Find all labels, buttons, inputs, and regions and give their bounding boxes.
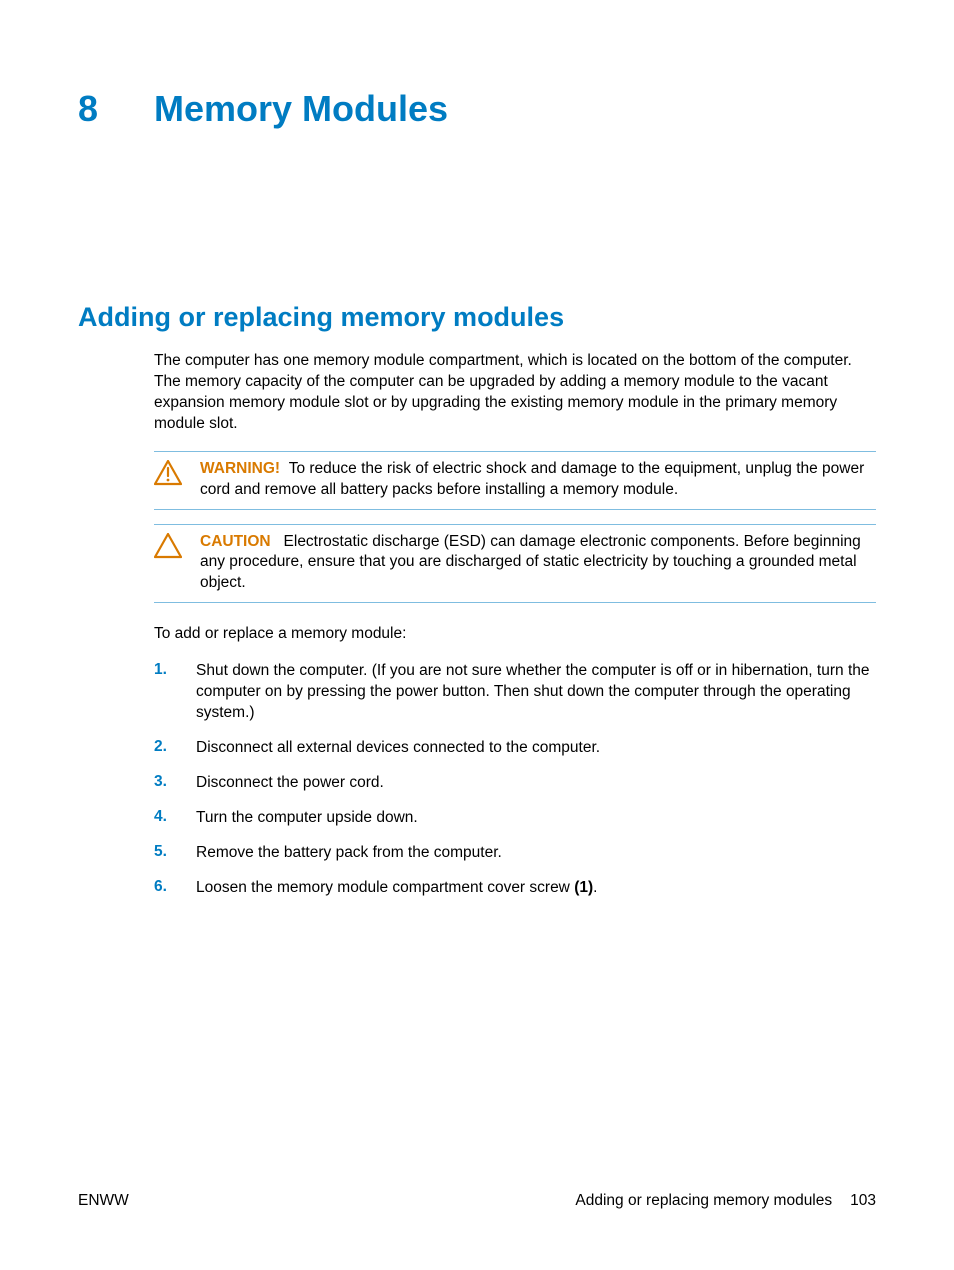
step-number: 5.: [154, 843, 196, 864]
step-item: 5. Remove the battery pack from the comp…: [154, 843, 876, 864]
section-title: Adding or replacing memory modules: [78, 302, 876, 333]
footer-page-number: 103: [850, 1192, 876, 1210]
step-text: Remove the battery pack from the compute…: [196, 843, 876, 864]
footer-right: Adding or replacing memory modules 103: [575, 1192, 876, 1210]
caution-icon: [154, 532, 200, 595]
steps-list: 1. Shut down the computer. (If you are n…: [154, 661, 876, 898]
footer-left: ENWW: [78, 1192, 129, 1210]
chapter-number: 8: [78, 88, 154, 130]
step-text: Loosen the memory module compartment cov…: [196, 878, 876, 899]
chapter-title: Memory Modules: [154, 88, 448, 130]
chapter-heading: 8 Memory Modules: [78, 88, 876, 130]
step-number: 4.: [154, 808, 196, 829]
caution-admonition: CAUTION Electrostatic discharge (ESD) ca…: [154, 524, 876, 604]
section-intro: The computer has one memory module compa…: [154, 351, 876, 435]
step-text: Disconnect all external devices connecte…: [196, 738, 876, 759]
steps-intro: To add or replace a memory module:: [154, 625, 876, 643]
warning-text: WARNING! To reduce the risk of electric …: [200, 459, 876, 501]
step-text: Disconnect the power cord.: [196, 773, 876, 794]
step-item: 1. Shut down the computer. (If you are n…: [154, 661, 876, 724]
warning-label: WARNING!: [200, 460, 280, 477]
step-item: 3. Disconnect the power cord.: [154, 773, 876, 794]
warning-admonition: WARNING! To reduce the risk of electric …: [154, 451, 876, 510]
step-item: 4. Turn the computer upside down.: [154, 808, 876, 829]
warning-body: To reduce the risk of electric shock and…: [200, 460, 864, 498]
step-number: 2.: [154, 738, 196, 759]
step-number: 3.: [154, 773, 196, 794]
step-number: 6.: [154, 878, 196, 899]
warning-icon: [154, 459, 200, 501]
step-text: Turn the computer upside down.: [196, 808, 876, 829]
step-item: 6. Loosen the memory module compartment …: [154, 878, 876, 899]
step-item: 2. Disconnect all external devices conne…: [154, 738, 876, 759]
step-text: Shut down the computer. (If you are not …: [196, 661, 876, 724]
caution-body: Electrostatic discharge (ESD) can damage…: [200, 533, 861, 592]
step-number: 1.: [154, 661, 196, 724]
page-footer: ENWW Adding or replacing memory modules …: [78, 1192, 876, 1210]
caution-label: CAUTION: [200, 533, 271, 550]
footer-section-label: Adding or replacing memory modules: [575, 1192, 832, 1210]
caution-text: CAUTION Electrostatic discharge (ESD) ca…: [200, 532, 876, 595]
